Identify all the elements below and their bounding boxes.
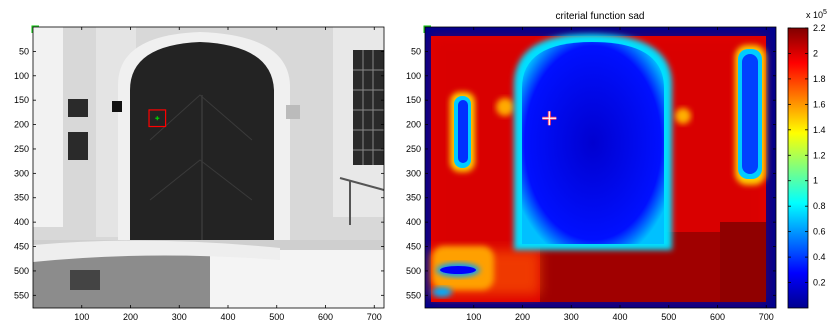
y-tick-label: 250	[14, 144, 29, 154]
y-tick-label: 400	[406, 217, 421, 227]
photo-image	[33, 27, 384, 308]
y-tick-label: 100	[406, 71, 421, 81]
y-tick-label: 50	[19, 46, 29, 56]
colorbar-tick-label: 1.2	[813, 150, 826, 160]
x-tick-label: 500	[269, 312, 284, 322]
x-tick-label: 400	[220, 312, 235, 322]
y-tick-label: 150	[14, 95, 29, 105]
x-tick-label: 400	[612, 312, 627, 322]
x-tick-label: 100	[74, 312, 89, 322]
colorbar-tick-label: 1.4	[813, 125, 826, 135]
y-tick-label: 350	[406, 193, 421, 203]
heatmap-x-ticks: 100 200 300 400 500 600 700	[466, 27, 774, 322]
y-tick-label: 300	[406, 168, 421, 178]
colorbar-tick-label: 1.6	[813, 99, 826, 109]
x-tick-label: 200	[515, 312, 530, 322]
origin-marker	[423, 25, 431, 33]
colorbar-tick-label: 0.6	[813, 227, 826, 237]
x-tick-label: 500	[661, 312, 676, 322]
y-tick-label: 450	[406, 242, 421, 252]
photo-y-ticks: 50 100 150 200 250 300 350 400 450 500 550	[14, 46, 384, 300]
x-tick-label: 300	[172, 312, 187, 322]
template-box	[148, 109, 167, 128]
colorbar-tick-label: 0.2	[813, 278, 826, 288]
colorbar-tick-label: 1.8	[813, 74, 826, 84]
match-marker	[542, 111, 557, 126]
y-tick-label: 150	[406, 95, 421, 105]
colorbar-tick-label: 1	[813, 176, 818, 186]
heatmap-image	[425, 27, 776, 308]
heatmap-y-ticks: 50 100 150 200 250 300 350 400 450 500 550	[406, 46, 776, 300]
heatmap-title: criterial function sad	[556, 11, 645, 22]
heatmap-panel: criterial function sad 100 200 300 400 500 60…	[406, 11, 777, 322]
x-tick-label: 600	[318, 312, 333, 322]
x-tick-label: 700	[367, 312, 382, 322]
x-tick-label: 100	[466, 312, 481, 322]
y-tick-label: 450	[14, 242, 29, 252]
y-tick-label: 550	[14, 290, 29, 300]
match-marker	[155, 116, 160, 121]
y-tick-label: 400	[14, 217, 29, 227]
y-tick-label: 500	[406, 266, 421, 276]
colorbar-gradient	[787, 27, 809, 309]
colorbar-multiplier: x 105	[806, 9, 827, 20]
y-tick-label: 250	[406, 144, 421, 154]
colorbar-tick-label: 2.2	[813, 23, 826, 33]
y-tick-label: 100	[14, 71, 29, 81]
x-tick-label: 200	[123, 312, 138, 322]
y-tick-label: 200	[406, 120, 421, 130]
photo-panel: 100 200 300 400 500 600 700 50 100 150 200 250 300 3…	[14, 25, 385, 322]
x-tick-label: 600	[710, 312, 725, 322]
colorbar-ticks: 0.2 0.4 0.6 0.8 1 1.2 1.4 1.6 1.8 2 2.2	[788, 23, 826, 288]
heatmap-overlay	[423, 25, 557, 126]
colorbar-tick-label: 0.8	[813, 201, 826, 211]
y-tick-label: 50	[411, 46, 421, 56]
x-tick-label: 700	[759, 312, 774, 322]
colorbar-tick-label: 2	[813, 48, 818, 58]
y-tick-label: 200	[14, 120, 29, 130]
y-tick-label: 500	[14, 266, 29, 276]
x-tick-label: 300	[564, 312, 579, 322]
y-tick-label: 300	[14, 168, 29, 178]
origin-marker	[31, 25, 39, 33]
y-tick-label: 350	[14, 193, 29, 203]
photo-overlay	[31, 25, 167, 128]
y-tick-label: 550	[406, 290, 421, 300]
colorbar: x 105 0.2 0.4 0.6 0.8 1 1.2 1.4 1.6 1.8 2 2.2	[787, 9, 827, 309]
photo-x-ticks: 100 200 300 400 500 600 700	[74, 27, 382, 322]
colorbar-tick-label: 0.4	[813, 252, 826, 262]
